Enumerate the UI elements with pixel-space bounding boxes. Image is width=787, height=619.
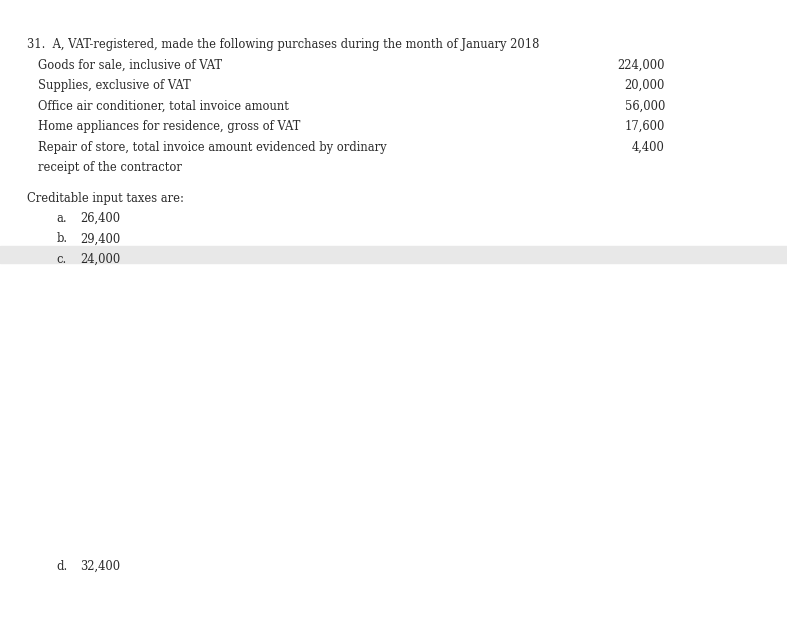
Text: 4,400: 4,400 (632, 141, 665, 154)
Text: receipt of the contractor: receipt of the contractor (38, 161, 182, 174)
Text: d.: d. (57, 560, 68, 573)
Text: Repair of store, total invoice amount evidenced by ordinary: Repair of store, total invoice amount ev… (38, 141, 386, 154)
Text: Supplies, exclusive of VAT: Supplies, exclusive of VAT (38, 79, 190, 92)
Text: 17,600: 17,600 (625, 120, 665, 133)
Text: b.: b. (57, 233, 68, 246)
Text: a.: a. (57, 212, 68, 225)
Text: 29,400: 29,400 (80, 233, 120, 246)
Text: 31.  A, VAT-registered, made the following purchases during the month of January: 31. A, VAT-registered, made the followin… (27, 38, 539, 51)
Text: 32,400: 32,400 (80, 560, 120, 573)
Bar (0, 246, 787, 263)
Text: 26,400: 26,400 (80, 212, 120, 225)
Text: c.: c. (57, 253, 67, 266)
Text: 24,000: 24,000 (80, 253, 120, 266)
Text: 20,000: 20,000 (625, 79, 665, 92)
Text: 56,000: 56,000 (625, 100, 665, 113)
Text: 224,000: 224,000 (618, 59, 665, 72)
Text: Office air conditioner, total invoice amount: Office air conditioner, total invoice am… (38, 100, 289, 113)
Text: Home appliances for residence, gross of VAT: Home appliances for residence, gross of … (38, 120, 300, 133)
Text: Creditable input taxes are:: Creditable input taxes are: (27, 192, 183, 205)
Text: Goods for sale, inclusive of VAT: Goods for sale, inclusive of VAT (38, 59, 222, 72)
